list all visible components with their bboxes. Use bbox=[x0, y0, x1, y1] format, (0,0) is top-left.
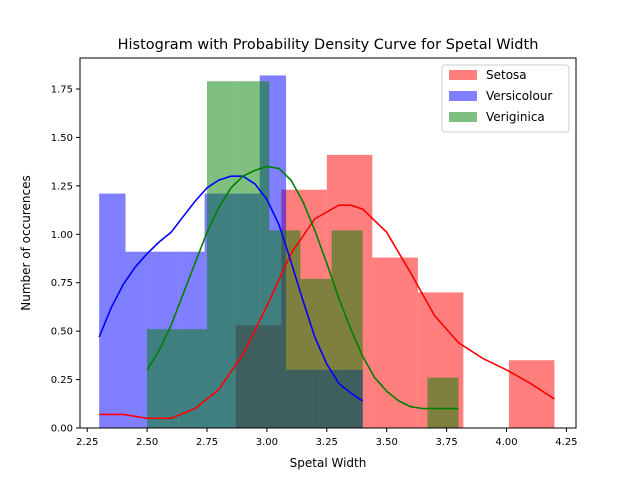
legend-label-versicolour: Versicolour bbox=[486, 89, 552, 103]
x-tick-label: 2.25 bbox=[76, 437, 98, 448]
legend-label-setosa: Setosa bbox=[486, 68, 527, 82]
legend: Setosa Versicolour Veriginica bbox=[441, 64, 570, 133]
y-tick-label: 0.75 bbox=[51, 278, 73, 289]
density-curve-veriginica bbox=[146, 165, 459, 410]
bar-setosa-4 bbox=[372, 257, 418, 428]
density-curve-setosa bbox=[99, 204, 555, 420]
x-tick-label: 4.00 bbox=[495, 437, 517, 448]
y-tick-label: 1.50 bbox=[51, 133, 73, 144]
x-tick-label: 4.25 bbox=[555, 437, 577, 448]
bar-veriginica-0 bbox=[147, 329, 179, 428]
x-tick-label: 3.75 bbox=[435, 437, 457, 448]
x-tick-label: 3.00 bbox=[256, 437, 278, 448]
x-tick-label: 2.50 bbox=[136, 437, 158, 448]
y-tick-label: 1.25 bbox=[51, 181, 73, 192]
legend-swatch-versicolour bbox=[449, 91, 477, 101]
x-tick-label: 3.50 bbox=[376, 437, 398, 448]
histogram-bars bbox=[99, 75, 555, 429]
density-curve-versicolour bbox=[98, 175, 364, 402]
y-tick-label: 0.25 bbox=[51, 375, 73, 386]
x-tick-label: 2.75 bbox=[196, 437, 218, 448]
bar-veriginica-6 bbox=[331, 230, 363, 428]
bar-veriginica-4 bbox=[269, 230, 301, 428]
bar-veriginica-3 bbox=[238, 81, 270, 429]
x-tick-label: 3.25 bbox=[316, 437, 338, 448]
density-curves bbox=[98, 165, 555, 420]
bar-veriginica-7 bbox=[427, 377, 459, 428]
y-tick-label: 0.00 bbox=[51, 424, 73, 435]
legend-swatch-setosa bbox=[449, 70, 477, 80]
y-tick-label: 1.75 bbox=[51, 84, 73, 95]
plot-frame bbox=[79, 57, 577, 429]
bar-veriginica-2 bbox=[206, 81, 239, 429]
y-axis-ticks: 0.00 0.25 0.50 0.75 1.00 1.25 1.50 1.75 bbox=[51, 84, 80, 435]
y-tick-label: 1.00 bbox=[51, 230, 73, 241]
x-axis-ticks: 2.25 2.50 2.75 3.00 3.25 3.50 3.75 4.00 4.25 bbox=[76, 428, 578, 448]
legend-label-veriginica: Veriginica bbox=[486, 110, 545, 124]
y-tick-label: 0.50 bbox=[51, 327, 73, 338]
bar-veriginica-1 bbox=[178, 329, 207, 428]
chart-title: Histogram with Probability Density Curve… bbox=[118, 37, 539, 53]
legend-swatch-veriginica bbox=[449, 112, 477, 122]
bar-veriginica-5 bbox=[300, 278, 332, 428]
bar-versicolour-0 bbox=[99, 193, 126, 428]
x-axis-label: Spetal Width bbox=[290, 456, 367, 470]
y-axis-label: Number of occurences bbox=[19, 175, 33, 310]
